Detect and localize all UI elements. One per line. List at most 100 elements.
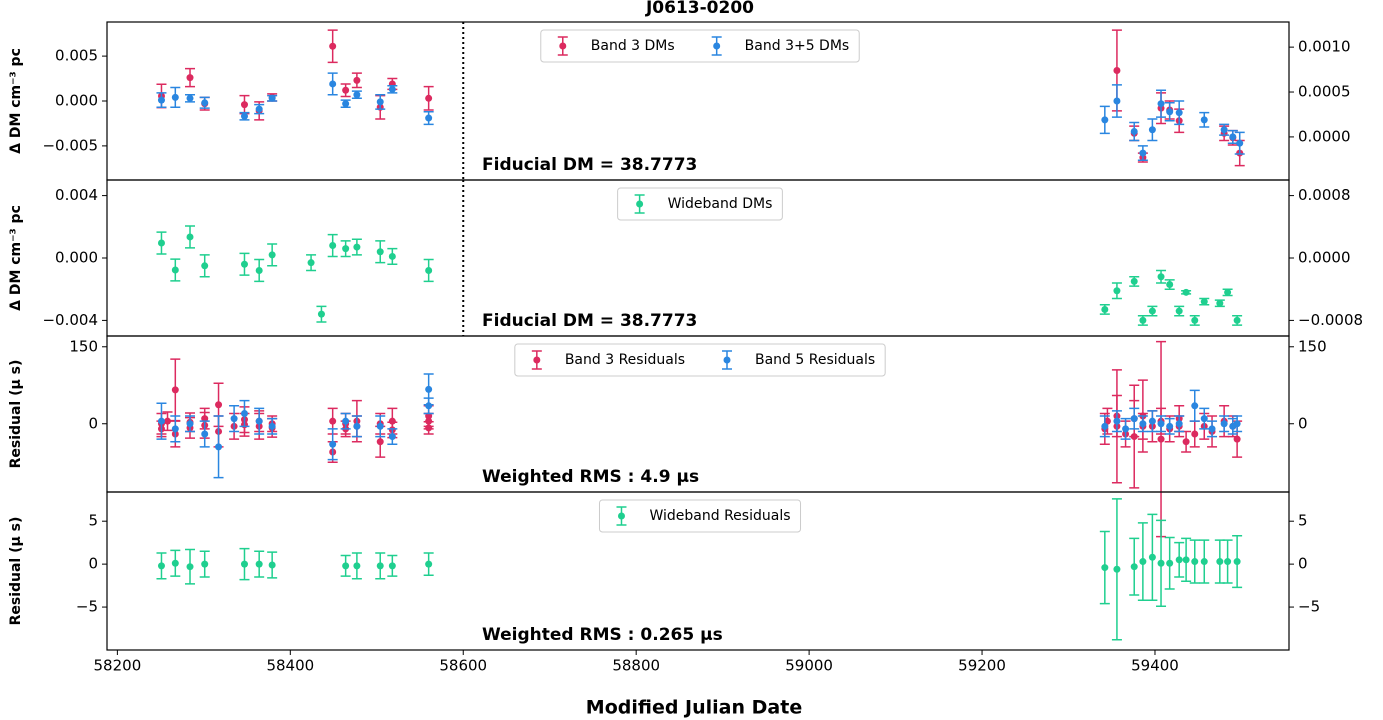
legend-label: Band 3 Residuals (565, 352, 685, 368)
data-point (1157, 273, 1165, 281)
data-point (268, 94, 276, 102)
y-tick-label: 5 (88, 512, 98, 530)
data-point (353, 422, 361, 430)
y2-tick-label: 0 (1298, 414, 1308, 432)
data-point (1157, 435, 1165, 443)
x-tick-label: 59200 (958, 657, 1006, 675)
data-point (1191, 558, 1199, 566)
legend: Wideband Residuals (598, 499, 802, 533)
data-point (1148, 126, 1156, 134)
data-point (388, 252, 396, 260)
data-point (1220, 420, 1228, 428)
x-tick-label: 58200 (94, 657, 142, 675)
data-point (1101, 422, 1109, 430)
data-point (1122, 425, 1130, 433)
data-point (1148, 417, 1156, 425)
data-point (157, 96, 165, 104)
data-point (1130, 277, 1138, 285)
legend: Wideband DMs (617, 187, 783, 221)
data-point (425, 412, 433, 420)
data-point (186, 563, 194, 571)
legend: Band 3 DMs Band 3+5 DMs (540, 29, 860, 63)
data-point (230, 415, 238, 423)
data-point (342, 417, 350, 425)
data-point (1200, 298, 1208, 306)
y-tick-label: 150 (69, 337, 98, 355)
y2-tick-label: 0.0000 (1298, 127, 1351, 145)
data-point (215, 401, 223, 409)
data-point (342, 245, 350, 253)
data-point (240, 112, 248, 120)
y2-tick-label: 0 (1298, 555, 1308, 573)
data-point (388, 433, 396, 441)
data-point (201, 430, 209, 438)
legend-box (598, 499, 802, 533)
chart-title: J0613-0200 (645, 0, 754, 18)
data-point (1130, 563, 1138, 571)
legend-label: Wideband Residuals (649, 508, 790, 524)
legend-marker (713, 42, 721, 50)
x-tick-label: 58600 (439, 657, 487, 675)
data-point (268, 561, 276, 569)
annotation: Weighted RMS : 0.265 μs (482, 625, 723, 645)
data-point (376, 438, 384, 446)
y-tick-label: 0 (88, 555, 98, 573)
data-point (1233, 558, 1241, 566)
data-point (186, 420, 194, 428)
legend-box (540, 29, 860, 63)
data-point (1200, 415, 1208, 423)
data-point (171, 266, 179, 274)
data-point (255, 560, 263, 568)
data-point (268, 422, 276, 430)
y2-tick-label: −0.0008 (1298, 311, 1363, 329)
data-point (1208, 425, 1216, 433)
data-point (329, 242, 337, 250)
data-point (1200, 558, 1208, 566)
data-point (1130, 128, 1138, 136)
annotation: Fiducial DM = 38.7773 (482, 155, 697, 175)
data-point (1101, 116, 1109, 124)
data-point (329, 80, 337, 88)
data-point (1191, 402, 1199, 410)
data-point (240, 101, 248, 109)
data-point (171, 425, 179, 433)
data-point (157, 562, 165, 570)
data-point (1224, 288, 1232, 296)
legend-marker (617, 512, 625, 520)
data-point (215, 443, 223, 451)
data-point (1148, 553, 1156, 561)
data-point (1200, 116, 1208, 124)
data-point (1166, 108, 1174, 116)
data-point (353, 243, 361, 251)
data-point (1139, 420, 1147, 428)
y2-tick-label: 0.0005 (1298, 83, 1351, 101)
data-point (255, 105, 263, 113)
data-point (201, 415, 209, 423)
data-point (201, 262, 209, 270)
legend-marker (723, 356, 731, 364)
data-point (425, 266, 433, 274)
y-tick-label: 0.000 (55, 92, 98, 110)
data-point (157, 417, 165, 425)
y2-tick-label: −5 (1298, 598, 1320, 616)
legend-marker (533, 356, 541, 364)
y2-tick-label: 150 (1298, 337, 1327, 355)
y-tick-label: 0 (88, 414, 98, 432)
y-axis-label: Δ DM cm⁻³ pc (8, 205, 24, 311)
data-point (171, 93, 179, 101)
annotation: Weighted RMS : 4.9 μs (482, 467, 699, 487)
data-point (1191, 316, 1199, 324)
data-point (425, 94, 433, 102)
legend-marker (559, 42, 567, 50)
y2-tick-label: 5 (1298, 512, 1308, 530)
y2-tick-label: 0.0010 (1298, 38, 1351, 56)
data-point (1182, 556, 1190, 564)
panel-frame (106, 491, 1290, 651)
data-point (240, 260, 248, 268)
data-point (171, 386, 179, 394)
x-tick-label: 58800 (612, 657, 660, 675)
data-point (1113, 287, 1121, 295)
data-point (1157, 420, 1165, 428)
data-point (376, 248, 384, 256)
legend-marker (636, 200, 644, 208)
